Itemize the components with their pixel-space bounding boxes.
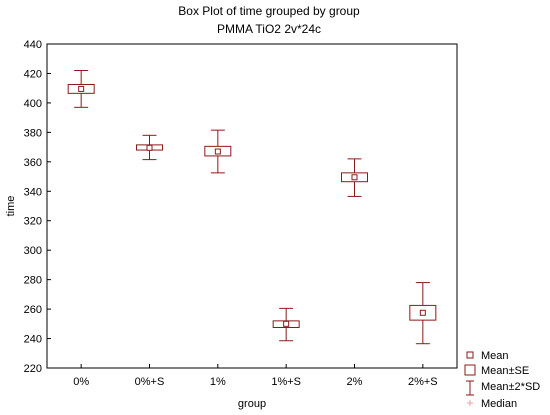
- mean-marker: [214, 148, 221, 155]
- mean-marker: [283, 320, 290, 327]
- legend-entry-label: Mean: [481, 350, 509, 362]
- y-tick-label: 320: [24, 216, 42, 228]
- y-tick-label: 400: [24, 98, 42, 110]
- x-axis-label: group: [238, 398, 266, 410]
- y-tick-label: 280: [24, 275, 42, 287]
- x-tick-label: 1%: [210, 376, 226, 388]
- legend-entry-label: Mean±SE: [481, 365, 529, 377]
- box-group: [341, 158, 368, 197]
- legend-se-icon: [464, 364, 476, 376]
- y-tick-label: 260: [24, 304, 42, 316]
- x-tick-label: 2%+S: [408, 376, 438, 388]
- chart-subtitle: PMMA TiO2 2v*24c: [217, 22, 321, 36]
- y-tick-label: 300: [24, 245, 42, 257]
- mean-marker: [146, 144, 153, 151]
- y-axis: 220 240 260 280 300 320 340 360 380 400 420 440: [24, 39, 51, 375]
- box-group: [136, 134, 163, 161]
- y-tick-label: 360: [24, 157, 42, 169]
- y-axis-label: time: [5, 196, 17, 217]
- x-tick-label: 1%+S: [271, 376, 301, 388]
- x-tick-label: 2%: [347, 376, 363, 388]
- y-tick-label: 240: [24, 334, 42, 346]
- y-tick-label: 340: [24, 186, 42, 198]
- y-tick-label: 220: [24, 363, 42, 375]
- box-group: [272, 307, 300, 342]
- box-group: [204, 129, 232, 174]
- box-group: [409, 282, 437, 345]
- y-tick-label: 380: [24, 127, 42, 139]
- mean-marker: [78, 85, 85, 92]
- plot-area-frame: [46, 43, 458, 369]
- legend-entry-label: Mean±2*SD: [481, 381, 540, 393]
- legend-mean-icon: [466, 351, 474, 359]
- mean-marker: [419, 309, 426, 316]
- legend: Mean Mean±SE Mean±2*SD Median: [464, 350, 540, 410]
- legend-entry-label: Median: [481, 398, 517, 410]
- x-axis: 0% 0%+S 1% 1%+S 2% 2%+S: [73, 364, 438, 388]
- chart-title: Box Plot of time grouped by group: [178, 4, 360, 18]
- box-series: [67, 70, 437, 345]
- y-tick-label: 420: [24, 68, 42, 80]
- x-tick-label: 0%+S: [135, 376, 165, 388]
- box-group: [67, 70, 95, 108]
- y-tick-label: 440: [24, 39, 42, 51]
- mean-marker: [351, 174, 358, 181]
- x-tick-label: 0%: [73, 376, 89, 388]
